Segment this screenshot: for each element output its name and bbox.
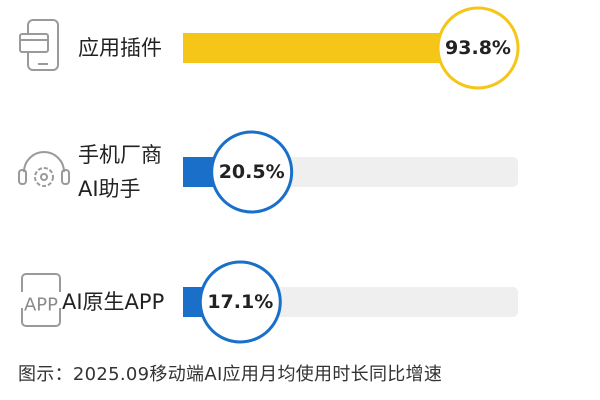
category-label: AI原生APP xyxy=(62,290,164,314)
category-label: AI助手 xyxy=(78,177,141,201)
phone-apps-icon xyxy=(19,19,59,71)
value-bubble xyxy=(198,260,282,344)
value-bubble xyxy=(436,6,520,90)
value-bubble xyxy=(210,130,294,214)
data-label: 93.8% xyxy=(445,37,511,59)
data-label: 17.1% xyxy=(207,291,273,313)
data-label: 20.5% xyxy=(219,161,285,183)
chart-caption: 图示：2025.09移动端AI应用月均使用时长同比增速 xyxy=(18,364,443,385)
category-label: 应用插件 xyxy=(78,36,162,60)
bar-chart: 应用插件 93.8% 手机厂商 AI助手 20.5% APP AI原生APP 17.1% xyxy=(16,6,520,344)
app-icon-text: APP xyxy=(24,295,58,316)
headset-gear-icon xyxy=(18,151,70,187)
category-label: 手机厂商 xyxy=(78,143,162,167)
app-screen-icon: APP xyxy=(16,273,66,327)
